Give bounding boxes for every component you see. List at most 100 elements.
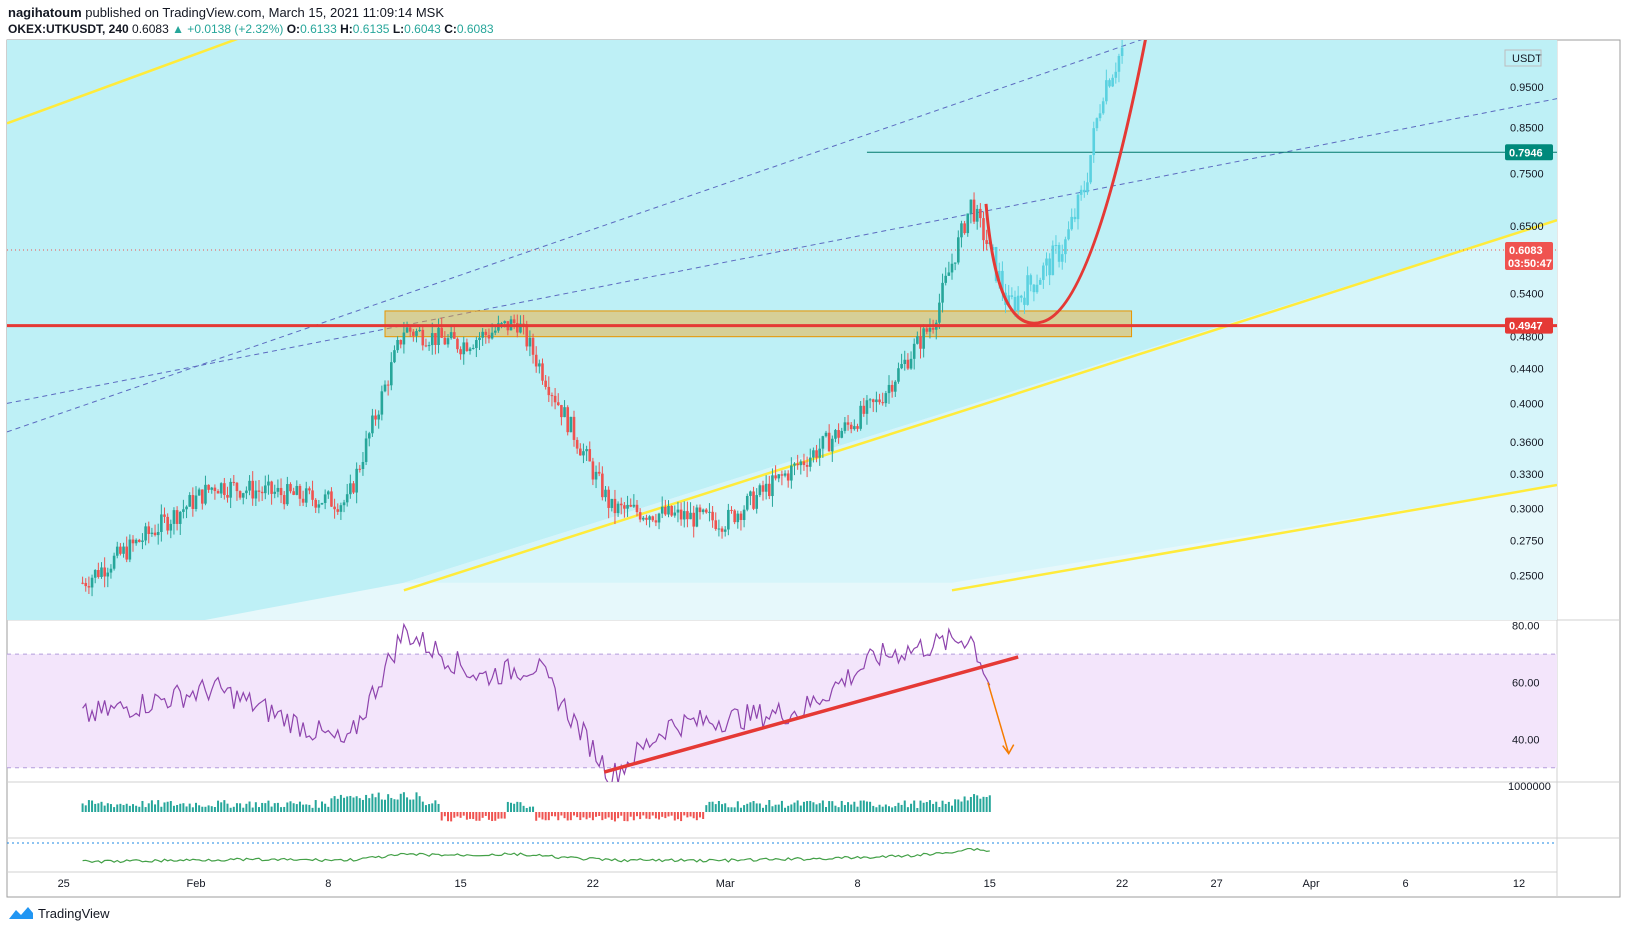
- volume-bar: [87, 800, 90, 812]
- volume-bar: [620, 812, 623, 816]
- candle-body: [868, 399, 872, 401]
- volume-bar: [106, 803, 109, 812]
- volume-bar: [336, 798, 339, 812]
- volume-bar: [743, 805, 746, 812]
- yellow-trendline[interactable]: [951, 483, 1557, 592]
- candle-body: [286, 484, 289, 505]
- uptrend-channel-fill: [7, 40, 1557, 620]
- volume-bar: [825, 807, 827, 812]
- high-value: 0.6135: [352, 22, 390, 36]
- candle-body: [245, 490, 248, 494]
- tradingview-footer[interactable]: TradingView: [8, 905, 110, 921]
- candle-body: [204, 484, 207, 504]
- candle-body: [749, 491, 752, 496]
- volume-bar: [239, 803, 242, 812]
- time-axis[interactable]: 25 Feb 8 15 22 Mar 8 15 22 27 Apr 6 12: [58, 878, 1526, 890]
- projection-candle: [1029, 275, 1033, 285]
- candle-body: [553, 395, 557, 403]
- volume-bar: [648, 812, 651, 820]
- price-tick-label: 0.6500: [1510, 221, 1544, 233]
- candle-body: [752, 491, 755, 509]
- volume-bar: [235, 803, 238, 812]
- lower-channel-fill: [403, 220, 1557, 583]
- volume-bar: [780, 800, 783, 812]
- volume-bar: [847, 802, 850, 812]
- projection-candle: [1095, 118, 1099, 129]
- candle-body: [815, 450, 818, 458]
- author-name[interactable]: nagihatoum: [8, 5, 82, 20]
- candle-body: [349, 483, 352, 495]
- yellow-trendline[interactable]: [403, 218, 1557, 592]
- rsi-axis[interactable]: 80.00 60.00 40.00: [1512, 621, 1540, 747]
- candle-body: [894, 381, 897, 392]
- projection-candle: [1038, 279, 1042, 285]
- published-text: published on TradingView.com, March 15, …: [85, 5, 444, 20]
- candle-body: [953, 262, 957, 264]
- candle-body: [768, 483, 771, 497]
- support-zone[interactable]: [384, 310, 1133, 338]
- candle-body: [330, 491, 333, 507]
- candle-body: [982, 218, 985, 241]
- volume-bar: [119, 803, 122, 812]
- candle-body: [550, 395, 554, 397]
- projection-candle: [1001, 270, 1004, 293]
- candle-body: [134, 539, 138, 544]
- candle-body: [430, 333, 434, 346]
- projection-candle: [1060, 254, 1064, 262]
- volume-bar: [497, 812, 500, 819]
- volume-axis[interactable]: 1000000: [1508, 781, 1551, 793]
- candle-body: [301, 498, 305, 503]
- candle-body: [840, 430, 844, 438]
- price-axis[interactable]: 0.2500 0.2750 0.3000 0.3300 0.3600 0.4000 0.44…: [1504, 49, 1544, 582]
- volume-bar: [976, 795, 979, 812]
- candle-body: [585, 449, 588, 452]
- volume-bar: [969, 796, 972, 812]
- yellow-trendline[interactable]: [7, 33, 253, 125]
- candle-body: [355, 468, 358, 493]
- candle-body: [912, 343, 916, 359]
- candle-body: [342, 502, 346, 506]
- volume-bar: [443, 812, 446, 817]
- projection-candle: [1076, 194, 1080, 220]
- currency-box[interactable]: [1504, 49, 1542, 67]
- cup-pattern-curve[interactable]: [984, 33, 1147, 325]
- candle-body: [736, 513, 740, 523]
- volume-bar: [985, 797, 988, 812]
- rsi-trendline[interactable]: [603, 655, 1019, 774]
- candle-body: [103, 567, 106, 577]
- candle-body: [216, 491, 220, 494]
- volume-bar: [402, 792, 405, 812]
- candle-body: [248, 480, 251, 491]
- candle-body: [122, 546, 125, 554]
- candle-body: [396, 339, 399, 351]
- candle-body: [686, 511, 689, 520]
- candle-body: [660, 506, 664, 514]
- price-tag: [1505, 144, 1553, 161]
- projection-candle: [1042, 265, 1045, 280]
- price-tick-label: 0.4000: [1510, 398, 1544, 410]
- candle-body: [399, 339, 403, 345]
- candle-body: [871, 399, 875, 403]
- candle-body: [588, 449, 592, 462]
- volume-bar: [954, 799, 957, 812]
- candle-body: [821, 436, 825, 449]
- candle-body: [938, 302, 941, 323]
- volume-bar: [195, 802, 197, 812]
- volume-bar: [796, 800, 799, 812]
- volume-bar: [667, 812, 670, 817]
- candle-body: [909, 358, 913, 369]
- dashed-trendline[interactable]: [7, 98, 1557, 404]
- candle-body: [471, 347, 475, 349]
- volume-bar: [906, 807, 909, 812]
- symbol-label: OKEX:UTKUSDT, 240: [8, 22, 129, 36]
- candle-body: [679, 509, 683, 520]
- volume-bar: [431, 803, 434, 812]
- x-tick-label: 15: [984, 878, 996, 890]
- volume-bar: [812, 802, 815, 812]
- candle-body: [141, 540, 144, 542]
- volume-bar: [321, 801, 323, 812]
- volume-bar: [223, 800, 226, 812]
- price-tag: [1505, 317, 1553, 334]
- candle-body: [377, 414, 380, 420]
